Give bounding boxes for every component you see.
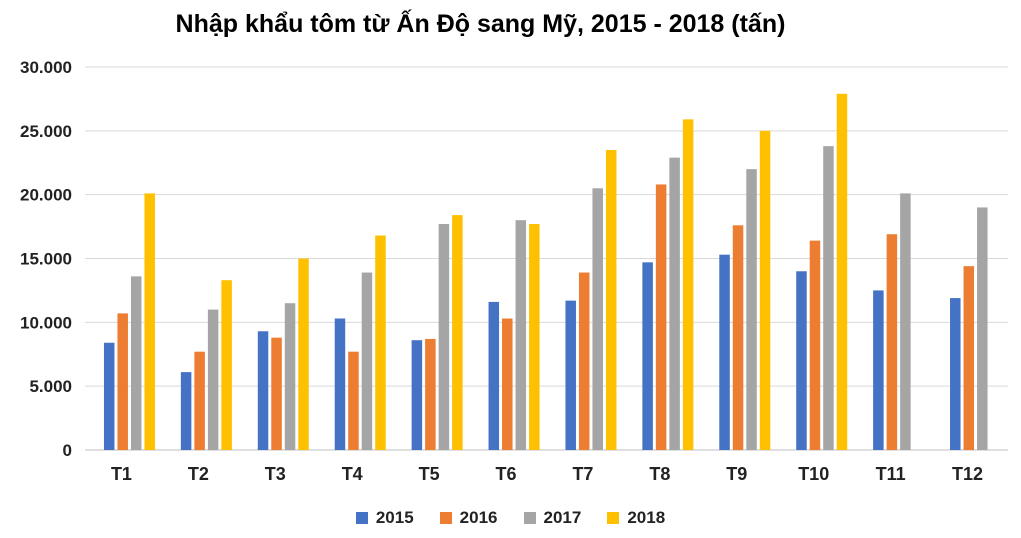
gridlines xyxy=(85,66,1008,451)
bar-2015-T5 xyxy=(411,340,423,450)
legend-swatch xyxy=(607,512,620,524)
y-tick-label: 0 xyxy=(63,441,72,460)
bar-2016-T5 xyxy=(425,338,436,450)
chart-title: Nhập khẩu tôm từ Ấn Độ sang Mỹ, 2015 - 2… xyxy=(175,10,786,38)
bar-2018-T3 xyxy=(298,258,309,450)
bar-2015-T9 xyxy=(719,254,730,450)
legend-item: 2015 xyxy=(355,508,414,528)
x-tick-label: T11 xyxy=(876,464,906,484)
x-tick-label: T1 xyxy=(111,464,132,484)
bar-2016-T10 xyxy=(809,240,821,450)
bar-2016-T4 xyxy=(348,351,359,450)
bar-2015-T6 xyxy=(488,301,500,450)
bar-2018-T4 xyxy=(375,235,386,450)
x-tick-label: T5 xyxy=(419,464,440,484)
y-tick-label: 5.000 xyxy=(29,377,72,396)
x-tick-label: T10 xyxy=(798,464,829,484)
bar-2017-T2 xyxy=(207,309,219,450)
legend-swatch xyxy=(439,512,452,524)
legend-label: 2016 xyxy=(459,508,498,527)
bar-2015-T8 xyxy=(642,262,653,450)
bar-2017-T10 xyxy=(823,146,834,451)
bar-2018-T1 xyxy=(144,193,155,450)
legend-item: 2017 xyxy=(523,508,582,528)
bar-2016-T9 xyxy=(732,225,744,450)
x-tick-label: T7 xyxy=(572,464,593,484)
bar-2016-T11 xyxy=(886,234,898,450)
bar-2016-T7 xyxy=(578,272,590,450)
legend-label: 2017 xyxy=(543,508,582,527)
bar-2016-T12 xyxy=(963,266,975,450)
bar-2018-T10 xyxy=(836,93,848,450)
bar-2017-T12 xyxy=(977,207,988,450)
bar-2018-T9 xyxy=(759,130,771,451)
bar-2015-T10 xyxy=(796,271,807,450)
bar-2016-T6 xyxy=(502,318,513,450)
bar-2015-T1 xyxy=(103,342,115,450)
bar-2017-T4 xyxy=(361,272,373,450)
y-tick-label: 25.000 xyxy=(20,122,72,141)
bar-2017-T3 xyxy=(284,303,296,450)
legend-label: 2015 xyxy=(375,508,414,527)
y-tick-label: 10.000 xyxy=(20,313,72,332)
bar-2017-T8 xyxy=(669,157,680,451)
y-axis-tick-labels: 0 5.000 10.000 15.000 20.000 25.000 30.000 xyxy=(20,58,72,460)
x-tick-label: T4 xyxy=(342,464,363,484)
legend-item: 2018 xyxy=(607,508,665,528)
bar-2015-T11 xyxy=(873,290,884,450)
legend-swatch xyxy=(355,512,368,524)
x-axis-tick-labels: T1 T2 T3 T4 T5 T6 T7 T8 T9 T10 T11 T12 xyxy=(111,464,983,484)
bar-2018-T6 xyxy=(529,224,540,450)
bar-2015-T7 xyxy=(565,300,576,450)
bar-2015-T4 xyxy=(334,318,346,450)
bar-2017-T5 xyxy=(438,224,450,450)
bar-2015-T12 xyxy=(950,298,961,450)
x-tick-label: T2 xyxy=(188,464,209,484)
bar-2017-T7 xyxy=(592,188,603,451)
x-tick-label: T3 xyxy=(265,464,286,484)
bar-2015-T2 xyxy=(180,372,192,450)
x-tick-label: T8 xyxy=(649,464,670,484)
legend: 2015 2016 2017 2018 xyxy=(0,508,1021,528)
x-tick-label: T9 xyxy=(726,464,747,484)
bar-2018-T5 xyxy=(452,215,463,450)
x-tick-label: T12 xyxy=(952,464,983,484)
legend-swatch xyxy=(523,512,536,524)
legend-item: 2016 xyxy=(439,508,498,528)
bar-2016-T8 xyxy=(655,184,667,450)
bar-2018-T7 xyxy=(605,149,617,450)
legend-label: 2018 xyxy=(627,508,666,527)
bar-2017-T6 xyxy=(515,220,527,450)
y-tick-label: 15.000 xyxy=(20,250,72,269)
bar-2017-T11 xyxy=(900,193,911,450)
y-tick-label: 30.000 xyxy=(20,58,72,77)
bar-2016-T2 xyxy=(194,351,205,450)
bar-2017-T9 xyxy=(746,169,757,450)
bar-2016-T1 xyxy=(117,313,128,450)
bar-2016-T3 xyxy=(271,337,282,450)
bar-2018-T8 xyxy=(682,119,694,451)
y-tick-label: 20.000 xyxy=(20,186,72,205)
bar-2015-T3 xyxy=(257,331,269,450)
bars xyxy=(103,93,988,451)
bar-2018-T2 xyxy=(221,280,232,450)
bar-2017-T1 xyxy=(130,276,142,450)
x-tick-label: T6 xyxy=(496,464,517,484)
